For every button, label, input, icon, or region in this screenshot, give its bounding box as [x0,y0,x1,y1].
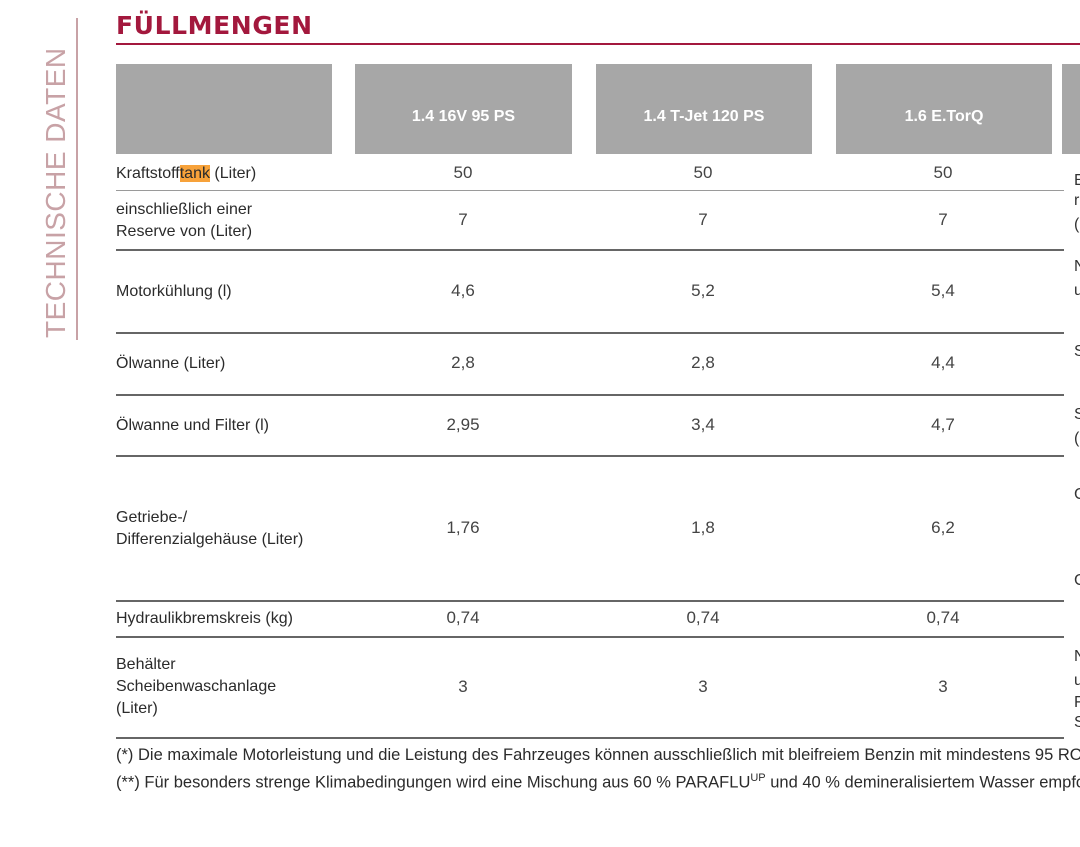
table-cell: 7 [458,210,468,229]
table-cell: 0,74 [926,608,960,627]
row-label-reserve: einschließlich einer Reserve von (Liter) [116,201,253,240]
table-cell: 1,8 [691,518,715,537]
cropped-fragment: S [1074,714,1080,731]
side-section-title: TECHNISCHE DATEN [40,47,71,338]
column-header-3: 1.6 E.TorQ [836,64,1052,154]
page-title: FÜLLMENGEN [116,11,313,40]
cropped-fragment: S [1074,343,1080,360]
cropped-fragment: S [1074,406,1080,423]
table-cell: 3 [698,677,708,696]
row-label-washer: Behälter Scheibenwaschanlage (Liter) [116,656,277,717]
table-cell: 0,74 [446,608,480,627]
table-cell: 2,8 [451,353,475,372]
row-label-fuel-tank: Kraftstofftank (Liter) [116,165,257,182]
row-label-gearbox: Getriebe-/Differenzialgehäuse (Liter) [116,509,304,548]
title-rule [116,43,1080,45]
row-label-brake-circuit: Hydraulikbremskreis (kg) [116,610,293,627]
row-label-engine-cooling: Motorkühlung (l) [116,283,232,300]
table-cell: 2,95 [446,415,480,434]
row-divider [116,394,1064,396]
cropped-fragment: C [1074,486,1080,503]
row-divider [116,600,1064,602]
cropped-fragment: C [1074,572,1080,589]
side-rule [76,18,78,340]
table-cell: 5,2 [691,281,715,300]
column-header-1: 1.4 16V 95 PS [355,64,572,154]
table-cell: 4,6 [451,281,475,300]
table-cell: 7 [698,210,708,229]
row-divider [116,636,1064,638]
table-cell: 50 [933,163,953,182]
cropped-fragment: u [1074,672,1080,689]
cropped-fragment: ( [1074,216,1080,233]
row-divider [116,249,1064,251]
row-divider [116,455,1064,457]
row-divider [116,190,1064,191]
table-cell: 0,74 [686,608,720,627]
table-cell: 50 [453,163,473,182]
table-cell: 3,4 [691,415,715,434]
highlighted-text: tank [179,165,210,182]
cropped-fragment: N [1074,258,1080,275]
table-bottom-rule [116,737,1064,739]
cropped-fragment: F [1074,694,1080,711]
row-divider [116,332,1064,334]
cropped-fragment: ( [1074,430,1080,447]
column-header-4-partial [1062,64,1080,154]
cropped-fragment: r [1074,192,1080,209]
table-cell: 4,4 [931,353,955,372]
column-header-2: 1.4 T-Jet 120 PS [596,64,812,154]
table-cell: 2,8 [691,353,715,372]
table-cell: 4,7 [931,415,955,434]
table-cell: 5,4 [931,281,955,300]
table-cell: 3 [458,677,468,696]
row-label-oil-pan: Ölwanne (Liter) [116,355,226,372]
footnote-1: (*) Die maximale Motorleistung und die L… [116,746,1080,764]
cropped-fragment: u [1074,282,1080,299]
footnote-2: (**) Für besonders strenge Klimabedingun… [116,772,1080,792]
table-cell: 3 [938,677,948,696]
cropped-fragment: N [1074,648,1080,665]
header-empty-cell [116,64,332,154]
cropped-fragment: E [1074,172,1080,189]
table-cell: 6,2 [931,518,955,537]
table-cell: 50 [693,163,713,182]
table-cell: 1,76 [446,518,480,537]
table-cell: 7 [938,210,948,229]
row-label-oil-pan-filter: Ölwanne und Filter (l) [116,417,269,434]
